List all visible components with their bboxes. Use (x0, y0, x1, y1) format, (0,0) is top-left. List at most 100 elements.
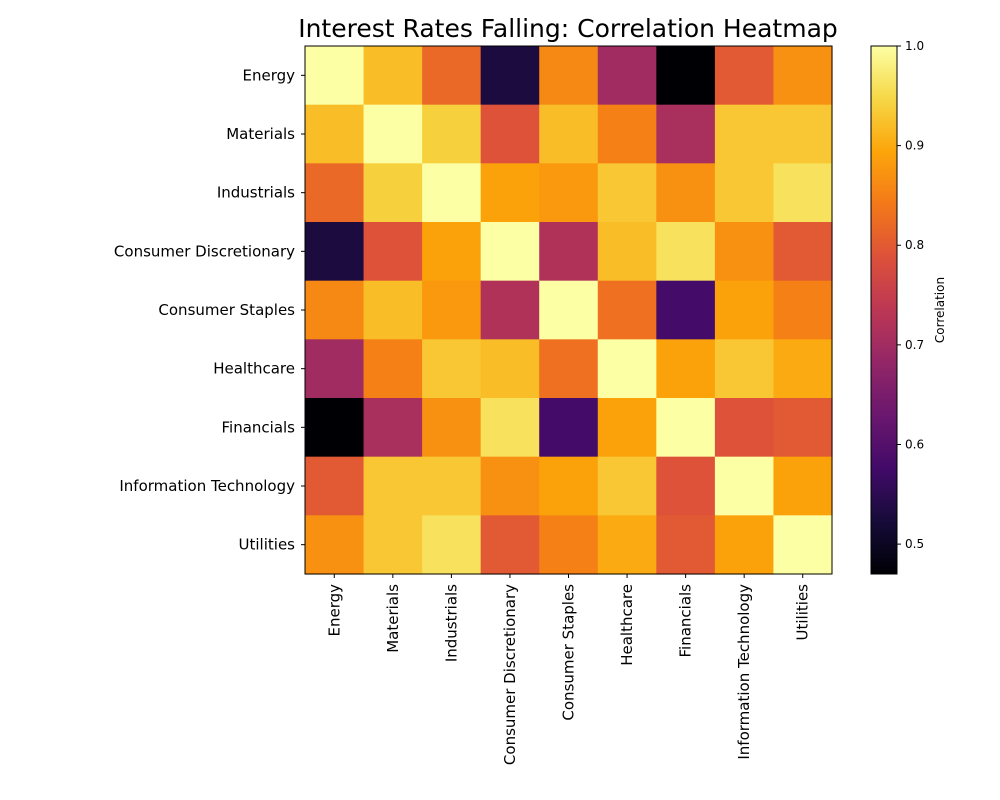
row-tick-label: Consumer Staples (158, 301, 295, 319)
heatmap-cell (656, 222, 716, 282)
row-tick-label: Utilities (239, 536, 296, 554)
heatmap-cell (539, 280, 599, 340)
heatmap-cell (305, 398, 365, 458)
heatmap-cell (305, 280, 365, 340)
heatmap-cell (714, 104, 775, 164)
row-tick-label: Materials (226, 125, 295, 143)
colorbar-ticks: 0.5 0.6 0.7 0.8 0.9 1.0 (897, 39, 924, 551)
heatmap-cell (305, 222, 365, 282)
heatmap-cell (480, 398, 540, 458)
heatmap-cell (422, 280, 482, 340)
heatmap-cell (597, 163, 657, 223)
heatmap-cell (773, 398, 833, 458)
heatmap-cell (539, 339, 599, 399)
heatmap-cell (539, 515, 599, 575)
heatmap-cell (422, 46, 482, 106)
row-axis: Energy Materials Industrials Consumer Discr… (114, 66, 305, 554)
heatmap-cell (305, 339, 365, 399)
heatmap-cell (305, 46, 365, 106)
heatmap-cell (597, 46, 657, 106)
heatmap-cell (539, 46, 599, 106)
heatmap-cell (480, 515, 540, 575)
heatmap-cell (714, 456, 775, 516)
column-axis: Energy Materials Industrials Consumer Discr… (325, 574, 812, 765)
heatmap-cell (656, 104, 716, 164)
heatmap-cell (656, 163, 716, 223)
heatmap-cell (539, 398, 599, 458)
heatmap-cell (773, 515, 833, 575)
heatmap-cell (363, 456, 423, 516)
row-tick-label: Healthcare (213, 360, 295, 378)
heatmap-cell (480, 456, 540, 516)
heatmap-cell (363, 280, 423, 340)
heatmap-cell (539, 456, 599, 516)
heatmap-cell (714, 515, 775, 575)
heatmap-cell (773, 456, 833, 516)
heatmap-cell (539, 104, 599, 164)
heatmap-cell (422, 398, 482, 458)
heatmap-cell (714, 222, 775, 282)
heatmap-cell (480, 339, 540, 399)
heatmap-cell (422, 456, 482, 516)
heatmap-cell (714, 398, 775, 458)
colorbar-tick-label: 0.8 (905, 238, 924, 252)
heatmap-cell (363, 222, 423, 282)
column-tick-label: Industrials (442, 584, 460, 662)
heatmap-cell (363, 46, 423, 106)
heatmap-cell (714, 339, 775, 399)
heatmap-cell (597, 339, 657, 399)
heatmap-cell (539, 163, 599, 223)
heatmap-cell (656, 339, 716, 399)
column-tick-label: Consumer Staples (560, 584, 578, 721)
heatmap-cell (480, 280, 540, 340)
colorbar-tick-label: 1.0 (905, 39, 924, 53)
heatmap-cell (363, 339, 423, 399)
heatmap-cell (363, 104, 423, 164)
heatmap-cell (305, 515, 365, 575)
heatmap-cell (422, 339, 482, 399)
heatmap-cell (714, 163, 775, 223)
heatmap-cell (422, 222, 482, 282)
column-tick-label: Information Technology (735, 584, 753, 760)
heatmap-cell (773, 104, 833, 164)
heatmap-cell (422, 515, 482, 575)
heatmap-cell (597, 280, 657, 340)
heatmap-cell (714, 46, 775, 106)
row-tick-label: Information Technology (119, 477, 295, 495)
heatmap-cell (539, 222, 599, 282)
heatmap-cell (305, 104, 365, 164)
heatmap-cell (363, 515, 423, 575)
heatmap-cell (363, 398, 423, 458)
row-tick-label: Financials (222, 418, 296, 436)
heatmap-cells (305, 46, 833, 575)
heatmap-cell (422, 163, 482, 223)
heatmap-cell (773, 339, 833, 399)
heatmap-cell (480, 104, 540, 164)
colorbar (870, 45, 898, 575)
heatmap-cell (656, 280, 716, 340)
colorbar-label: Correlation (933, 277, 947, 343)
heatmap-cell (656, 515, 716, 575)
row-tick-label: Energy (242, 66, 295, 84)
column-tick-label: Energy (325, 584, 343, 637)
heatmap-cell (656, 398, 716, 458)
heatmap-cell (597, 222, 657, 282)
column-tick-label: Materials (384, 584, 402, 653)
heatmap-cell (773, 222, 833, 282)
column-tick-label: Utilities (794, 584, 812, 641)
heatmap-cell (773, 46, 833, 106)
heatmap-cell (714, 280, 775, 340)
colorbar-tick-label: 0.6 (905, 437, 924, 451)
colorbar-tick-label: 0.7 (905, 338, 924, 352)
heatmap-cell (363, 163, 423, 223)
colorbar-tick-label: 0.9 (905, 139, 924, 153)
heatmap-cell (656, 456, 716, 516)
heatmap-cell (305, 456, 365, 516)
heatmap-cell (305, 163, 365, 223)
heatmap-cell (656, 46, 716, 106)
heatmap-cell (422, 104, 482, 164)
heatmap-cell (597, 515, 657, 575)
heatmap-cell (480, 46, 540, 106)
heatmap-cell (480, 222, 540, 282)
